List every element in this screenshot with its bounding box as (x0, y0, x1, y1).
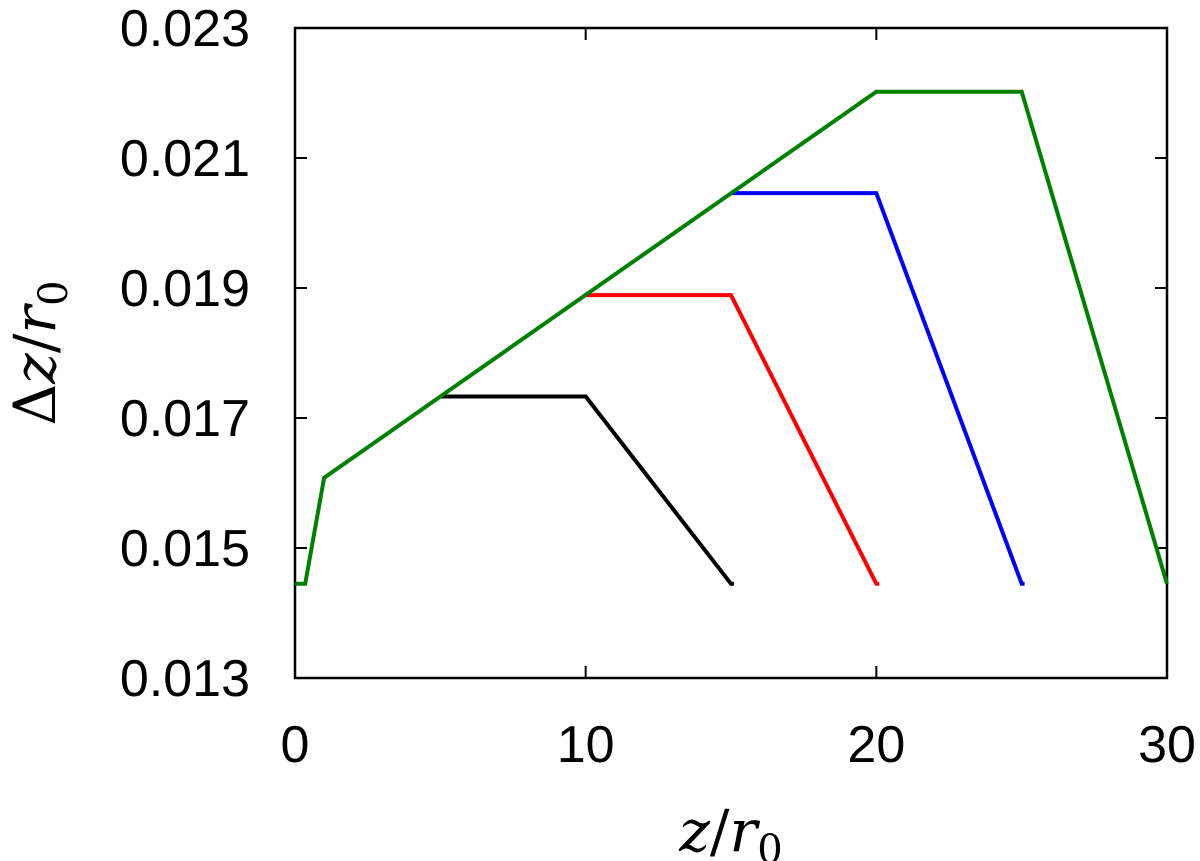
x-tick-label: 0 (281, 716, 310, 774)
x-axis-label: z/r0 (678, 797, 782, 861)
series-line-1 (440, 394, 734, 586)
series-group (295, 89, 1169, 586)
series-line-3 (731, 191, 1025, 586)
y-tick-label: 0.021 (120, 130, 250, 188)
y-tick-label: 0.013 (120, 650, 250, 708)
y-tick-label: 0.019 (120, 260, 250, 318)
y-tick-label: 0.017 (120, 390, 250, 448)
ticks (294, 27, 1168, 679)
series-line-4 (295, 89, 1169, 586)
plot-frame (293, 26, 1169, 680)
y-axis-label: Δz/r0 (1, 280, 77, 425)
x-tick-label: 30 (1138, 716, 1196, 774)
x-tick-label: 20 (847, 716, 905, 774)
y-tick-label: 0.023 (120, 0, 250, 58)
series-line-2 (585, 293, 880, 586)
tick-labels: 0 10 20 30 0.013 0.015 0.017 0.019 0.021 0.023 (120, 0, 1196, 774)
y-tick-label: 0.015 (120, 520, 250, 578)
x-tick-label: 10 (557, 716, 615, 774)
